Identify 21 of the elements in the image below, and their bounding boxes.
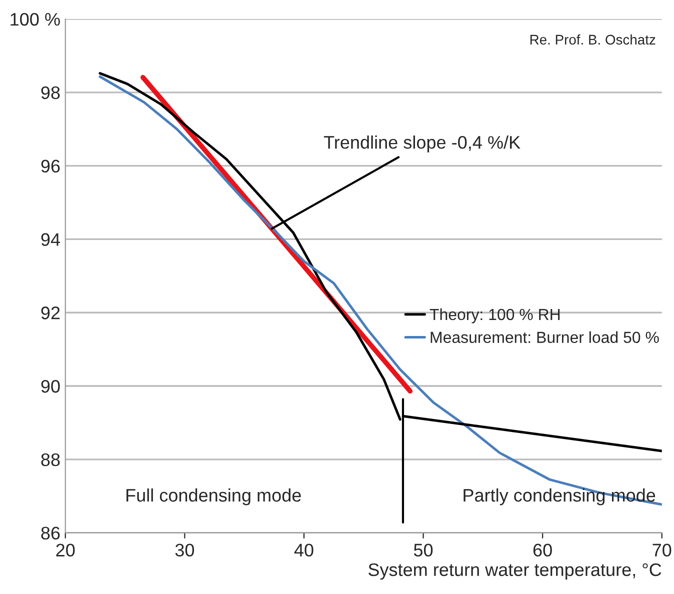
- x-axis-title: System return water temperature, °C: [368, 563, 662, 580]
- y-tick-label: 100 %: [10, 12, 60, 26]
- x-tick-label: 70: [652, 544, 672, 556]
- y-tick-label: 88: [41, 453, 60, 466]
- legend-label: Theory: 100 % RH: [430, 308, 560, 324]
- y-tick-label: 90: [41, 380, 60, 393]
- annotation: Trendline slope -0,4 %/K: [324, 136, 520, 152]
- x-tick-label: 30: [175, 544, 194, 556]
- annotation: Re. Prof. B. Oschatz: [530, 34, 656, 45]
- legend-label: Measurement: Burner load 50 %: [430, 331, 659, 344]
- x-tick-label: 40: [294, 544, 314, 556]
- annotation: Full condensing mode: [126, 488, 301, 506]
- x-tick-label: 20: [56, 544, 75, 556]
- y-tick-label: 94: [41, 233, 60, 246]
- x-tick-label: 50: [414, 544, 433, 556]
- y-tick-label: 98: [41, 86, 60, 100]
- x-tick-label: 60: [533, 544, 552, 556]
- y-tick-label: 96: [41, 160, 60, 173]
- annotation: Partly condensing mode: [464, 488, 656, 506]
- y-tick-label: 92: [41, 306, 60, 320]
- y-tick-label: 86: [41, 526, 60, 540]
